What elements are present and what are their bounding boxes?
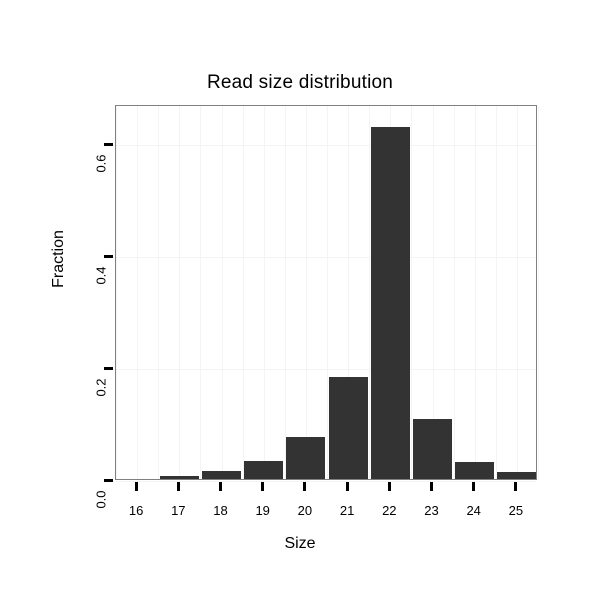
- vgridline-23: [432, 106, 434, 479]
- vgridline-minor: [158, 106, 160, 479]
- xtick-label-20: 20: [297, 503, 313, 518]
- bar-23: [413, 419, 452, 479]
- xtick-mark-24: [472, 482, 476, 491]
- hgridline-0.2: [116, 369, 536, 371]
- x-axis-label: Size: [284, 535, 316, 552]
- vgridline-21: [348, 106, 350, 479]
- xtick-mark-18: [219, 482, 222, 491]
- vgridline-minor: [327, 106, 328, 479]
- xtick-mark-25: [514, 482, 518, 491]
- xtick-label-19: 19: [255, 503, 270, 518]
- ytick-label-0.6: 0.6: [93, 154, 109, 173]
- ytick-label-0.2: 0.2: [93, 378, 109, 397]
- bar-20: [286, 437, 326, 479]
- xtick-label-17: 17: [171, 503, 186, 518]
- ytick-mark-0.0: [104, 478, 113, 482]
- xtick-mark-22: [387, 482, 391, 491]
- y-axis-label: Fraction: [49, 230, 67, 288]
- xtick-mark-19: [261, 482, 265, 491]
- ytick-mark-0.6: [104, 142, 113, 146]
- ytick-mark-0.4: [104, 254, 113, 258]
- vgridline-minor: [284, 106, 286, 479]
- vgridline-24: [474, 106, 476, 479]
- plot-panel: [115, 105, 539, 482]
- hgridline-0.6: [116, 145, 536, 147]
- xtick-label-16: 16: [128, 503, 144, 518]
- vgridline-minor: [495, 106, 497, 479]
- vgridline-17: [179, 106, 181, 479]
- vgridline-minor: [200, 106, 202, 479]
- bar-19: [244, 461, 284, 479]
- vgridline-minor: [369, 106, 371, 479]
- bar-25: [497, 472, 537, 479]
- ytick-mark-0.2: [104, 366, 113, 370]
- xtick-label-18: 18: [213, 503, 228, 518]
- plot-area: [116, 106, 539, 482]
- hgridline-0.0: [116, 481, 536, 482]
- ytick-label-0.4: 0.4: [93, 266, 109, 285]
- xtick-label-25: 25: [508, 503, 524, 518]
- xtick-mark-20: [303, 482, 307, 491]
- xtick-mark-17: [176, 482, 180, 491]
- bar-18: [202, 470, 241, 479]
- xtick-mark-16: [134, 482, 138, 491]
- vgridline-minor: [411, 106, 413, 479]
- vgridline-minor: [116, 106, 117, 479]
- vgridline-minor: [242, 106, 244, 479]
- xtick-label-22: 22: [382, 503, 397, 518]
- vgridline-minor: [453, 106, 455, 479]
- chart-title: Read size distribution: [206, 72, 394, 93]
- ytick-label-0.0: 0.0: [93, 490, 109, 509]
- bar-22: [370, 126, 410, 479]
- xtick-mark-23: [430, 482, 433, 491]
- xtick-label-21: 21: [339, 503, 355, 518]
- bar-24: [455, 462, 495, 479]
- vgridline-16: [137, 106, 139, 479]
- vgridline-25: [516, 106, 518, 479]
- bar-17: [159, 475, 199, 479]
- vgridline-18: [221, 106, 223, 479]
- xtick-label-23: 23: [424, 503, 439, 518]
- xtick-label-24: 24: [466, 503, 481, 518]
- bar-21: [328, 377, 368, 479]
- xtick-mark-21: [345, 482, 349, 491]
- hgridline-0.4: [116, 257, 536, 259]
- vgridline-minor: [538, 106, 539, 479]
- vgridline-20: [305, 106, 307, 479]
- vgridline-19: [263, 106, 265, 479]
